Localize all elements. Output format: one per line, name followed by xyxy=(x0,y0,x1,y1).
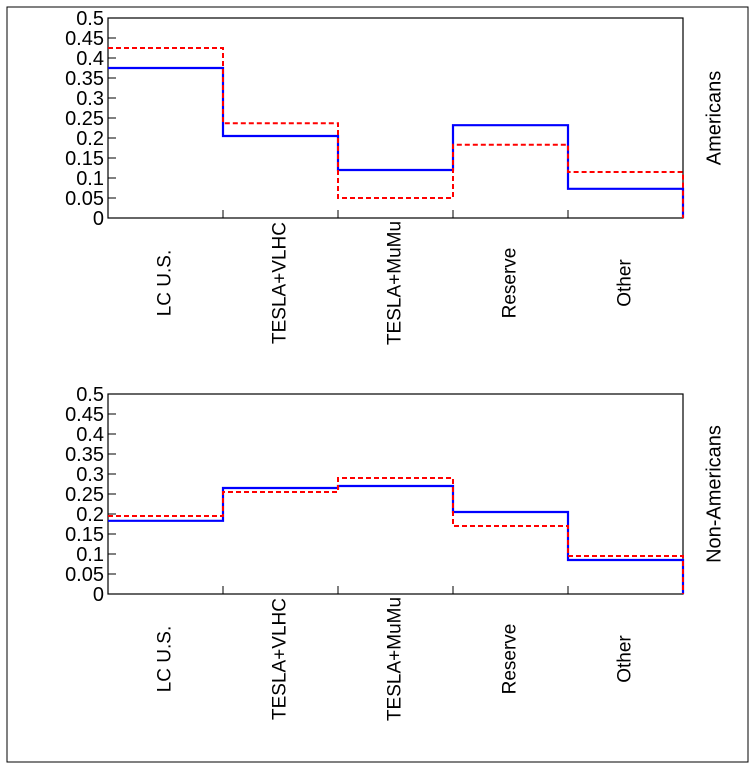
x-category-label: TESLA+VLHC xyxy=(270,222,291,344)
y-tick-label: 0 xyxy=(93,208,104,230)
y-tick-label: 0.05 xyxy=(65,188,104,210)
x-category-label: Other xyxy=(615,635,636,683)
x-category-label: TESLA+MuMu xyxy=(385,597,406,721)
series-solid-line xyxy=(108,66,685,218)
y-tick-label: 0.1 xyxy=(76,544,104,566)
x-category-label: LC U.S. xyxy=(155,250,176,317)
chart-americans: 00.050.10.150.20.250.30.350.40.450.5 LC U… xyxy=(65,8,725,345)
panel-side-label: Non-Americans xyxy=(703,425,725,563)
series-solid-line xyxy=(108,484,685,594)
y-tick-label: 0.2 xyxy=(76,504,104,526)
figure-frame xyxy=(6,6,749,763)
y-tick-label: 0.15 xyxy=(65,148,104,170)
x-category-label: Reserve xyxy=(500,248,521,319)
y-tick-label: 0.5 xyxy=(76,384,104,406)
x-category-label: Other xyxy=(615,259,636,307)
y-tick-label: 0.35 xyxy=(65,444,104,466)
y-tick-label: 0.45 xyxy=(65,28,104,50)
y-tick-label: 0.3 xyxy=(76,464,104,486)
x-category-label: LC U.S. xyxy=(155,626,176,693)
chart-non-americans: 00.050.10.150.20.250.30.350.40.450.5 LC U… xyxy=(65,384,725,721)
y-tick-label: 0.25 xyxy=(65,108,104,130)
y-tick-label: 0.25 xyxy=(65,484,104,506)
y-tick-label: 0.35 xyxy=(65,68,104,90)
y-tick-label: 0.45 xyxy=(65,404,104,426)
x-category-label: Reserve xyxy=(500,624,521,695)
y-tick-label: 0.15 xyxy=(65,524,104,546)
y-tick-label: 0.4 xyxy=(76,424,104,446)
x-category-label: TESLA+MuMu xyxy=(385,221,406,345)
series-dashed-line xyxy=(108,477,684,594)
plot-frame xyxy=(107,393,684,595)
y-tick-label: 0.2 xyxy=(76,128,104,150)
y-tick-label: 0.1 xyxy=(76,168,104,190)
y-tick-label: 0.3 xyxy=(76,88,104,110)
y-tick-label: 0.05 xyxy=(65,564,104,586)
y-tick-label: 0.5 xyxy=(76,8,104,30)
panel-side-label: Americans xyxy=(703,71,725,165)
y-tick-label: 0.4 xyxy=(76,48,104,70)
x-category-label: TESLA+VLHC xyxy=(270,598,291,720)
y-tick-label: 0 xyxy=(93,584,104,606)
series-dashed-line xyxy=(108,47,684,218)
